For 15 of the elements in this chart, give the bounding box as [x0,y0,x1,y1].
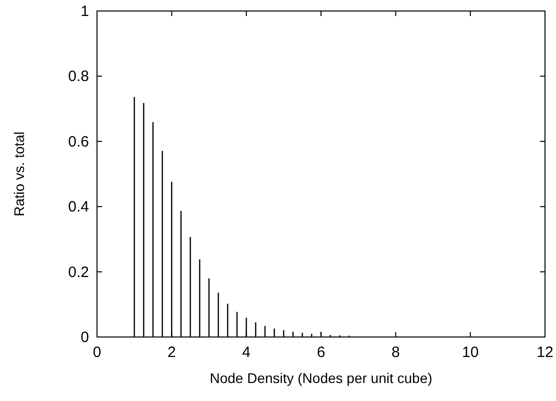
y-tick-label: 0.4 [68,198,89,216]
x-tick-label: 8 [391,344,400,361]
x-axis-title: Node Density (Nodes per unit cube) [210,370,432,386]
x-tick-label: 4 [242,344,251,361]
x-tick-label: 10 [462,344,479,361]
y-tick-label: 0 [80,329,89,346]
x-tick-label: 6 [316,344,326,361]
x-tick-label: 0 [92,344,102,361]
y-tick-label: 1 [80,3,89,20]
y-tick-label: 0.2 [68,264,89,281]
y-tick-label: 0.8 [68,68,89,86]
y-axis-title: Ratio vs. total [11,132,27,216]
x-tick-label: 2 [167,344,176,361]
y-tick-label: 0.6 [68,133,89,150]
x-tick-label: 12 [536,344,554,361]
